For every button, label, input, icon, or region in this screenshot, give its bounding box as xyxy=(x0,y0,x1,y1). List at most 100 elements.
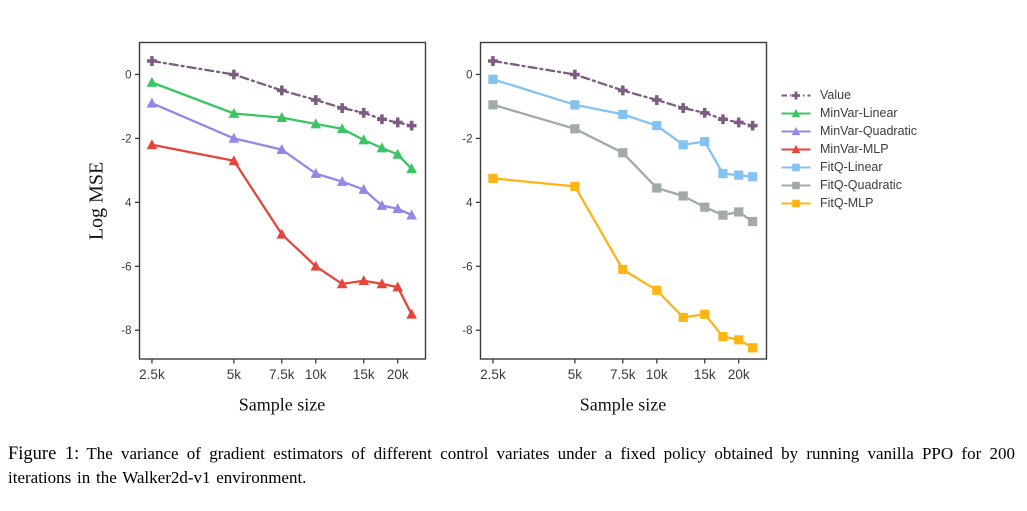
series-marker-FitQ-Quadratic xyxy=(618,148,628,158)
y-tick-label: -8 xyxy=(462,325,472,337)
y-tick-label: -2 xyxy=(462,133,472,145)
y-axis-title: Log MSE xyxy=(85,161,108,241)
series-marker-FitQ-Quadratic xyxy=(488,100,498,110)
series-marker-Value xyxy=(678,103,689,113)
plot-border xyxy=(138,41,427,360)
series-marker-MinVar-MLP xyxy=(406,308,417,319)
series-marker-MinVar-Linear xyxy=(406,163,417,174)
series-marker-FitQ-MLP xyxy=(734,335,744,345)
series-marker-FitQ-Linear xyxy=(678,140,688,150)
figure-caption-label: Figure 1: xyxy=(8,444,80,464)
legend-item-label: FitQ-MLP xyxy=(820,196,874,210)
series-marker-MinVar-MLP xyxy=(276,228,288,239)
legend-item: Value xyxy=(781,86,917,104)
triangle-marker-icon xyxy=(781,108,811,117)
legend-item-label: FitQ-Linear xyxy=(820,160,883,174)
x-tick-label: 15k xyxy=(353,367,375,382)
series-marker-MinVar-Linear xyxy=(376,142,388,153)
series-marker-Value xyxy=(617,85,628,96)
plot-border xyxy=(479,41,768,360)
series-marker-FitQ-Linear xyxy=(748,172,758,182)
series-line-Value xyxy=(491,59,754,127)
y-tick-label: -6 xyxy=(121,261,131,273)
x-tick-label: 7.5k xyxy=(610,367,636,382)
series-marker-MinVar-Linear xyxy=(336,123,348,134)
x-tick-label: 10k xyxy=(305,367,327,382)
x-axis-title-right: Sample size xyxy=(579,394,667,415)
figure-caption: Figure 1: The variance of gradient estima… xyxy=(8,442,1015,489)
series-marker-FitQ-MLP xyxy=(618,264,628,275)
y-tick-label: -6 xyxy=(462,261,472,273)
series-marker-FitQ-Quadratic xyxy=(734,207,744,217)
square-marker-icon xyxy=(781,199,811,207)
series-marker-FitQ-Quadratic xyxy=(700,202,710,212)
x-tick-label: 7.5k xyxy=(269,367,295,382)
series-marker-Value xyxy=(358,107,369,118)
legend-item: MinVar-Linear xyxy=(781,104,917,122)
series-marker-MinVar-MLP xyxy=(336,278,348,289)
series-marker-MinVar-MLP xyxy=(376,278,388,289)
legend-item: MinVar-MLP xyxy=(781,140,917,158)
series-line-FitQ-MLP xyxy=(491,177,754,349)
series-marker-Value xyxy=(147,56,157,66)
series-marker-FitQ-MLP xyxy=(488,173,498,183)
series-marker-FitQ-Linear xyxy=(734,170,744,180)
series-marker-MinVar-Quadratic xyxy=(228,132,240,143)
legend-item: FitQ-Quadratic xyxy=(781,176,917,194)
square-marker-icon xyxy=(781,181,811,189)
series-marker-MinVar-Quadratic xyxy=(376,199,388,210)
series-marker-MinVar-Linear xyxy=(392,148,404,159)
legend-item: FitQ-Linear xyxy=(781,158,917,176)
legend-item-label: MinVar-Quadratic xyxy=(820,124,918,138)
series-marker-FitQ-Linear xyxy=(718,168,728,179)
series-marker-FitQ-Quadratic xyxy=(678,191,688,201)
series-marker-MinVar-Linear xyxy=(276,112,288,122)
x-tick-label: 5k xyxy=(568,367,583,382)
series-line-Value xyxy=(150,59,413,127)
x-tick-label: 20k xyxy=(387,367,409,382)
series-marker-MinVar-MLP xyxy=(392,281,404,292)
series-marker-FitQ-MLP xyxy=(748,343,758,353)
figure-caption-text: The variance of gradient estimators of d… xyxy=(8,444,1015,487)
series-marker-MinVar-Quadratic xyxy=(310,167,322,178)
series-marker-MinVar-MLP xyxy=(146,139,158,150)
series-marker-FitQ-Linear xyxy=(700,137,710,147)
triangle-marker-icon xyxy=(781,126,811,135)
legend-item-label: FitQ-Quadratic xyxy=(820,178,902,192)
series-marker-FitQ-Linear xyxy=(652,121,662,131)
series-marker-Value xyxy=(406,120,417,131)
series-marker-Value xyxy=(718,114,728,125)
x-axis-title-left: Sample size xyxy=(238,394,326,415)
chart-right: 0 -2 4 -6 -8 2.5k 5k 7.5k 10k 15k 20k xyxy=(462,41,768,382)
chart-left: 0 -2 4 -6 -8 2.5k 5k 7.5k 10k 15k 20k xyxy=(121,41,427,382)
series-marker-Value xyxy=(747,120,758,131)
triangle-marker-icon xyxy=(781,144,811,153)
legend-item: FitQ-MLP xyxy=(781,194,917,212)
series-marker-MinVar-Linear xyxy=(228,107,240,118)
series-marker-Value xyxy=(337,103,348,113)
series-marker-FitQ-MLP xyxy=(700,309,710,319)
series-line-MinVar-Linear xyxy=(150,81,413,170)
series-marker-Value xyxy=(310,95,321,105)
series-marker-MinVar-Quadratic xyxy=(146,97,158,108)
legend-item-label: Value xyxy=(820,88,852,102)
series-marker-FitQ-Quadratic xyxy=(570,124,580,134)
series-marker-MinVar-MLP xyxy=(358,275,370,286)
series-marker-Value xyxy=(276,85,287,96)
series-line-FitQ-Quadratic xyxy=(491,103,754,223)
series-marker-MinVar-Linear xyxy=(310,118,322,129)
series-marker-MinVar-Quadratic xyxy=(406,209,417,220)
series-marker-MinVar-Quadratic xyxy=(358,183,370,194)
series-marker-MinVar-Linear xyxy=(358,134,370,145)
legend-item-label: MinVar-Linear xyxy=(820,106,898,120)
series-marker-Value xyxy=(377,114,387,125)
series-marker-MinVar-Quadratic xyxy=(276,143,288,154)
series-marker-FitQ-MLP xyxy=(570,181,580,191)
series-marker-FitQ-MLP xyxy=(652,285,662,295)
series-marker-FitQ-MLP xyxy=(678,312,688,323)
series-marker-FitQ-Linear xyxy=(570,100,580,110)
series-marker-Value xyxy=(569,69,580,80)
series-marker-Value xyxy=(392,117,403,128)
series-marker-Value xyxy=(651,95,662,105)
series-marker-FitQ-MLP xyxy=(718,332,728,342)
